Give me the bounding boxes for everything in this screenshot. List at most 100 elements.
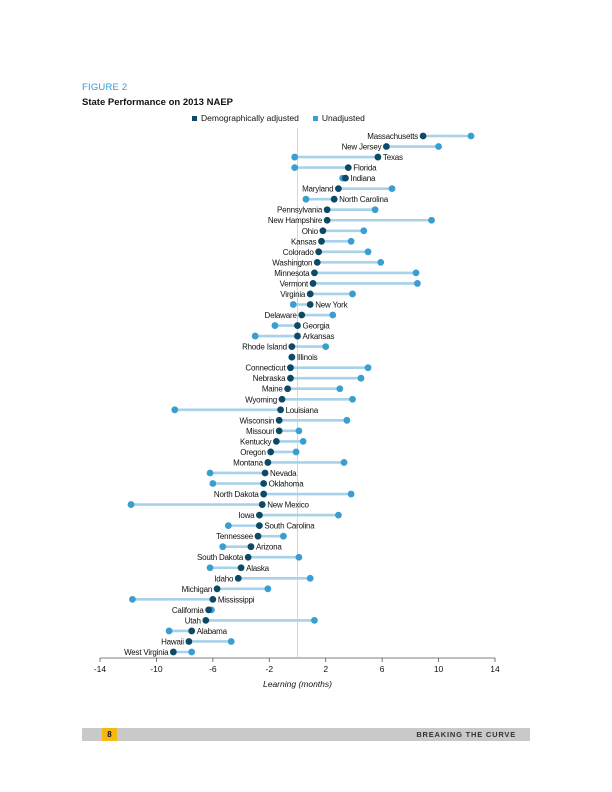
adjusted-point bbox=[234, 574, 242, 582]
legend-label-adjusted: Demographically adjusted bbox=[201, 113, 299, 123]
adjusted-point bbox=[261, 469, 269, 477]
state-label: West Virginia bbox=[124, 648, 169, 657]
adjusted-point bbox=[264, 459, 272, 466]
unadjusted-point bbox=[219, 543, 227, 551]
unadjusted-point bbox=[347, 237, 355, 245]
unadjusted-point bbox=[364, 248, 372, 256]
state-label: Tennessee bbox=[216, 532, 254, 541]
unadjusted-point bbox=[264, 585, 272, 593]
x-tick-label: -10 bbox=[150, 664, 163, 674]
adjusted-point bbox=[209, 595, 217, 603]
adjusted-point bbox=[319, 227, 327, 235]
chart-title: State Performance on 2013 NAEP bbox=[82, 97, 234, 108]
adjusted-point bbox=[188, 627, 196, 635]
adjusted-point bbox=[260, 480, 268, 487]
adjusted-point bbox=[344, 164, 352, 171]
unadjusted-point bbox=[349, 290, 356, 298]
unadjusted-point bbox=[349, 395, 356, 403]
unadjusted-point bbox=[371, 206, 379, 214]
unadjusted-point bbox=[306, 574, 314, 582]
unadjusted-point bbox=[364, 364, 372, 372]
unadjusted-point bbox=[188, 648, 196, 656]
unadjusted-point bbox=[292, 448, 300, 456]
adjusted-point bbox=[318, 237, 325, 245]
adjusted-point bbox=[288, 353, 296, 361]
unadjusted-point bbox=[329, 311, 337, 319]
unadjusted-point bbox=[206, 469, 214, 477]
unadjusted-point bbox=[224, 522, 232, 530]
adjusted-point bbox=[382, 143, 390, 150]
legend-item-adjusted: Demographically adjusted bbox=[192, 113, 299, 123]
state-label: South Carolina bbox=[264, 522, 315, 531]
state-label: Indiana bbox=[350, 174, 376, 183]
adjusted-point bbox=[254, 532, 262, 540]
unadjusted-point bbox=[165, 627, 173, 635]
state-label: Delaware bbox=[265, 311, 298, 320]
unadjusted-point bbox=[311, 617, 318, 624]
adjusted-point bbox=[237, 564, 245, 572]
adjusted-point bbox=[267, 448, 275, 456]
unadjusted-point bbox=[360, 227, 368, 235]
legend-swatch-adjusted bbox=[192, 115, 197, 121]
unadjusted-point bbox=[129, 595, 136, 603]
unadjusted-point bbox=[271, 322, 279, 329]
adjusted-point bbox=[213, 585, 221, 593]
adjusted-point bbox=[330, 195, 338, 203]
unadjusted-point bbox=[388, 185, 396, 193]
adjusted-point bbox=[202, 617, 210, 624]
unadjusted-point bbox=[295, 553, 303, 561]
adjusted-point bbox=[284, 385, 292, 393]
adjusted-point bbox=[275, 416, 283, 424]
unadjusted-point bbox=[295, 427, 303, 435]
unadjusted-point bbox=[289, 301, 297, 308]
state-label: Michigan bbox=[182, 585, 212, 594]
unadjusted-point bbox=[428, 216, 435, 224]
state-label: Missouri bbox=[246, 427, 275, 436]
state-label: Wisconsin bbox=[240, 416, 275, 425]
unadjusted-point bbox=[291, 153, 299, 161]
publication-title: BREAKING THE CURVE bbox=[416, 730, 516, 739]
state-label: Kentucky bbox=[240, 437, 272, 446]
state-label: South Dakota bbox=[197, 553, 244, 562]
state-label: Utah bbox=[185, 616, 201, 625]
adjusted-point bbox=[278, 395, 286, 403]
state-label: Alabama bbox=[197, 627, 228, 636]
adjusted-point bbox=[323, 216, 331, 224]
adjusted-point bbox=[306, 301, 314, 308]
state-label: Georgia bbox=[303, 322, 331, 331]
x-tick-label: 10 bbox=[434, 664, 444, 674]
adjusted-point bbox=[287, 374, 294, 382]
adjusted-point bbox=[294, 332, 301, 340]
adjusted-point bbox=[287, 364, 294, 372]
state-label: Pennsylvania bbox=[277, 206, 323, 215]
adjusted-point bbox=[256, 511, 263, 519]
x-tick-label: 14 bbox=[490, 664, 500, 674]
adjusted-point bbox=[244, 553, 252, 561]
adjusted-point bbox=[374, 153, 382, 161]
unadjusted-point bbox=[206, 564, 214, 572]
state-label: Oregon bbox=[240, 448, 265, 457]
adjusted-point bbox=[185, 638, 193, 645]
adjusted-point bbox=[323, 206, 331, 214]
x-tick-label: -2 bbox=[266, 664, 274, 674]
adjusted-point bbox=[315, 248, 323, 256]
state-label: Rhode Island bbox=[242, 343, 287, 352]
adjusted-point bbox=[275, 427, 283, 435]
adjusted-point bbox=[260, 490, 268, 498]
unadjusted-point bbox=[340, 459, 348, 466]
adjusted-point bbox=[258, 501, 266, 508]
state-label: Virginia bbox=[280, 290, 306, 299]
state-label: Vermont bbox=[280, 279, 309, 288]
legend-label-unadjusted: Unadjusted bbox=[321, 113, 365, 123]
state-label: Connecticut bbox=[245, 364, 286, 373]
state-label: North Dakota bbox=[214, 490, 259, 499]
state-label: Ohio bbox=[302, 227, 319, 236]
x-tick-label: -14 bbox=[94, 664, 107, 674]
state-label: Nebraska bbox=[253, 374, 286, 383]
unadjusted-point bbox=[251, 332, 259, 340]
page-number: 8 bbox=[102, 728, 117, 741]
adjusted-point bbox=[306, 290, 314, 298]
state-label: Washington bbox=[272, 258, 312, 267]
x-tick-label: 2 bbox=[323, 664, 328, 674]
adjusted-point bbox=[294, 322, 301, 329]
